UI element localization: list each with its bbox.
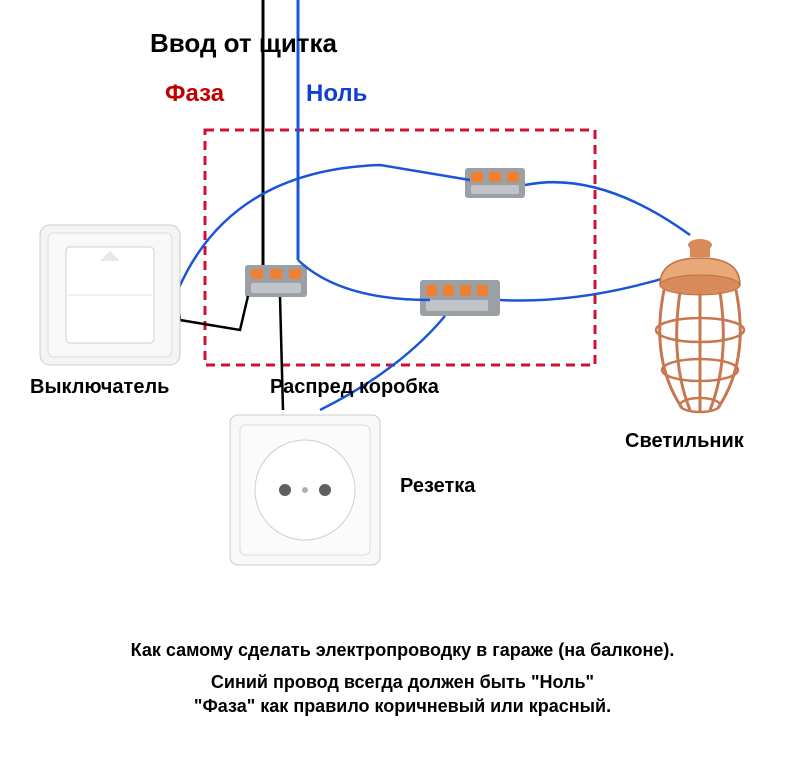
wago-connector-2 [420,280,500,316]
caption-line-2: Синий провод всегда должен быть "Ноль" [0,672,805,693]
caption-line-1: Как самому сделать электропроводку в гар… [0,640,805,661]
lamp-fixture [656,239,744,412]
lamp-label: Светильник [625,430,744,453]
junction-label: Распред коробка [270,376,439,399]
wire-switch-return [178,165,470,290]
neutral-label: Ноль [306,80,367,108]
title-label: Ввод от щитка [150,28,337,59]
electrical-socket [230,415,380,565]
phase-label: Фаза [165,80,224,108]
light-switch [40,225,180,365]
wire-phase-to-switch [178,296,248,330]
wire-switched-to-lamp [525,182,690,235]
socket-label: Резетка [400,475,475,498]
wago-connector-1 [245,265,307,297]
wire-neutral-to-wago2 [298,260,430,300]
wago-connector-3 [465,168,525,198]
switch-label: Выключатель [30,376,169,399]
caption-line-3: "Фаза" как правило коричневый или красны… [0,696,805,717]
